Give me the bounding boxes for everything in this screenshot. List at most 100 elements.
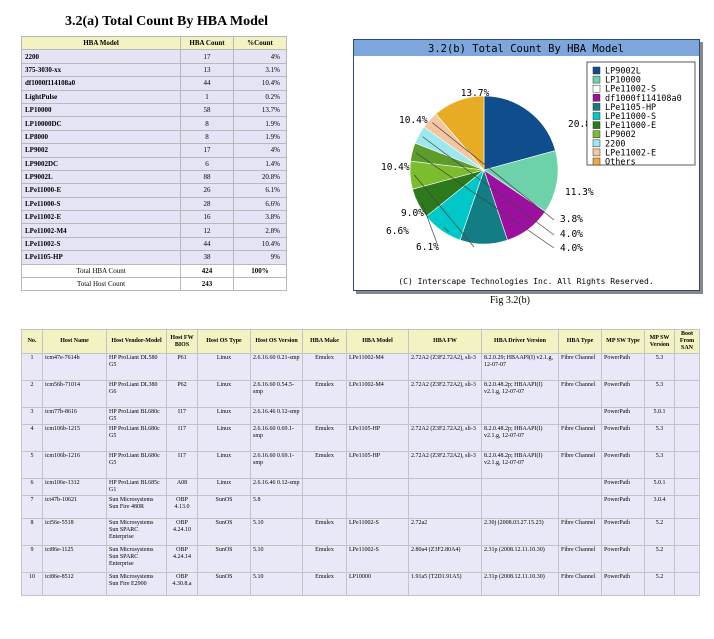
table-row: 2 icm56b-71014 HP ProLiant DL380 G6 P62 Linu… [21, 380, 700, 408]
table-cell [481, 478, 559, 496]
pct-cell: 10.4% [233, 76, 287, 91]
slice-label: 13.7% [461, 88, 490, 99]
detail-col-header: MP SW Type [601, 329, 645, 354]
model-cell: 375-3030-xx [21, 62, 181, 78]
table-cell: 2.6.16.60 0.21-smp [250, 353, 303, 381]
model-cell: df1000f114108a0 [21, 76, 181, 91]
pct-cell: 1.9% [233, 129, 287, 145]
table-cell: HP ProLiant DL580 G5 [106, 353, 167, 381]
table-cell: 8 [21, 518, 43, 546]
model-cell: LP10000DC [21, 116, 181, 131]
slice-leader-line [413, 174, 475, 248]
total-hba-row: Total HBA Count 424 100% [21, 263, 287, 279]
table-cell: Linux [197, 451, 251, 479]
table-cell: Fibre Channel [558, 518, 602, 546]
pct-cell: 9% [233, 250, 287, 265]
detail-col-header: Host FW BIOS [166, 329, 198, 354]
table-cell [674, 424, 700, 452]
table-cell [674, 407, 700, 425]
count-cell: 12 [180, 223, 234, 238]
legend-label: Others [605, 158, 636, 168]
summary-row: LPe11000-E 26 6.1% [21, 183, 287, 198]
table-cell: Sun Microsystems Sun SPARC Enterprise [106, 518, 167, 546]
table-cell: I17 [166, 451, 198, 479]
table-cell: 2.72A2 (Z3F2.72A2), sli-3 [408, 353, 482, 381]
summary-row: df1000f114108a0 44 10.4% [21, 76, 287, 91]
table-cell [408, 495, 482, 519]
table-cell: 1 [21, 353, 43, 381]
model-cell: LP10000 [21, 102, 181, 118]
model-cell: LPe1105-HP [21, 250, 181, 265]
table-cell [674, 380, 700, 408]
model-cell: LPe11002-S [21, 236, 181, 252]
total-host-value: 243 [180, 277, 234, 292]
model-cell: LPe11002-M4 [21, 223, 181, 238]
model-cell: 2200 [21, 49, 181, 64]
table-cell: 5.10 [250, 545, 303, 573]
table-cell: OBP 4.24.10 [166, 518, 198, 546]
table-cell: 3.0.4 [644, 495, 675, 519]
summary-row: 2200 17 4% [21, 49, 287, 64]
table-cell [346, 478, 409, 496]
detail-col-header: HBA Model [346, 329, 409, 354]
table-cell: PowerPath [601, 518, 645, 546]
summary-row: LPe11000-S 28 6.6% [21, 196, 287, 212]
table-cell: PowerPath [601, 545, 645, 573]
table-cell: icm106b-1216 [42, 451, 107, 479]
slice-label: 6.6% [386, 226, 409, 237]
table-cell: LP10000 [346, 572, 409, 596]
table-row: 9 ict86e-1125 Sun Microsystems Sun SPARC E… [21, 545, 700, 573]
pct-cell: 6.6% [233, 196, 287, 212]
count-cell: 6 [180, 156, 234, 171]
table-cell [302, 495, 347, 519]
slice-leader-line [422, 136, 555, 236]
total-hba-value: 424 [180, 263, 234, 279]
legend-label: LP10000 [605, 76, 641, 86]
total-host-row: Total Host Count 243 [21, 277, 287, 292]
slice-label: 4.0% [560, 229, 583, 240]
table-row: 5 icm106b-1216 HP ProLiant BL680c G5 I17 Lin… [21, 451, 700, 479]
table-cell [346, 407, 409, 425]
table-cell [674, 451, 700, 479]
summary-row: LP9002DC 6 1.4% [21, 156, 287, 171]
legend-label: LPe11000-S [605, 112, 656, 122]
table-cell: 9 [21, 545, 43, 573]
table-cell: 2.6.16.60 0.54.5-smp [250, 380, 303, 408]
table-cell: SunOS [197, 545, 251, 573]
table-cell: OBP 4.30.8.a [166, 572, 198, 596]
table-cell: OBP 4.24.14 [166, 545, 198, 573]
table-cell: Emulex [302, 545, 347, 573]
table-cell: Fibre Channel [558, 572, 602, 596]
table-cell: ict47b-10621 [42, 495, 107, 519]
table-cell: PowerPath [601, 495, 645, 519]
table-cell: Fibre Channel [558, 380, 602, 408]
table-cell: HP ProLiant BL685c G1 [106, 478, 167, 496]
table-cell: Emulex [302, 518, 347, 546]
detail-col-header: HBA Type [558, 329, 602, 354]
table-cell: 5.8 [250, 495, 303, 519]
table-cell: PowerPath [601, 407, 645, 425]
slice-leader-line [415, 152, 555, 249]
table-cell: LPe1105-HP [346, 424, 409, 452]
detail-header-row: No. Host Name Host Vendor-Model Host FW BIO… [21, 329, 700, 354]
table-cell: LPe1105-HP [346, 451, 409, 479]
table-cell: Emulex [302, 424, 347, 452]
table-cell: 5.2 [644, 545, 675, 573]
table-cell: I17 [166, 424, 198, 452]
pct-cell: 1.4% [233, 156, 287, 171]
legend-label: LPe1105-HP [605, 103, 656, 113]
table-cell: 7 [21, 495, 43, 519]
pct-cell: 20.8% [233, 169, 287, 185]
table-cell: Emulex [302, 380, 347, 408]
table-row: 6 icm106e-1312 HP ProLiant BL685c G1 A08 Lin… [21, 478, 700, 496]
legend-label: df1000f114108a0 [605, 94, 682, 104]
summary-row: LPe1105-HP 38 9% [21, 250, 287, 265]
model-cell: LP9002DC [21, 156, 181, 171]
table-row: 8 ict56e-5518 Sun Microsystems Sun SPARC E… [21, 518, 700, 546]
table-cell: 2.6.16.60 0.69.1-smp [250, 451, 303, 479]
table-cell: 2.30j (2008.03.27.15.23) [481, 518, 559, 546]
slice-leader-line [443, 227, 450, 233]
table-cell [674, 495, 700, 519]
legend-label: LP9002 [605, 130, 636, 140]
table-cell [302, 407, 347, 425]
